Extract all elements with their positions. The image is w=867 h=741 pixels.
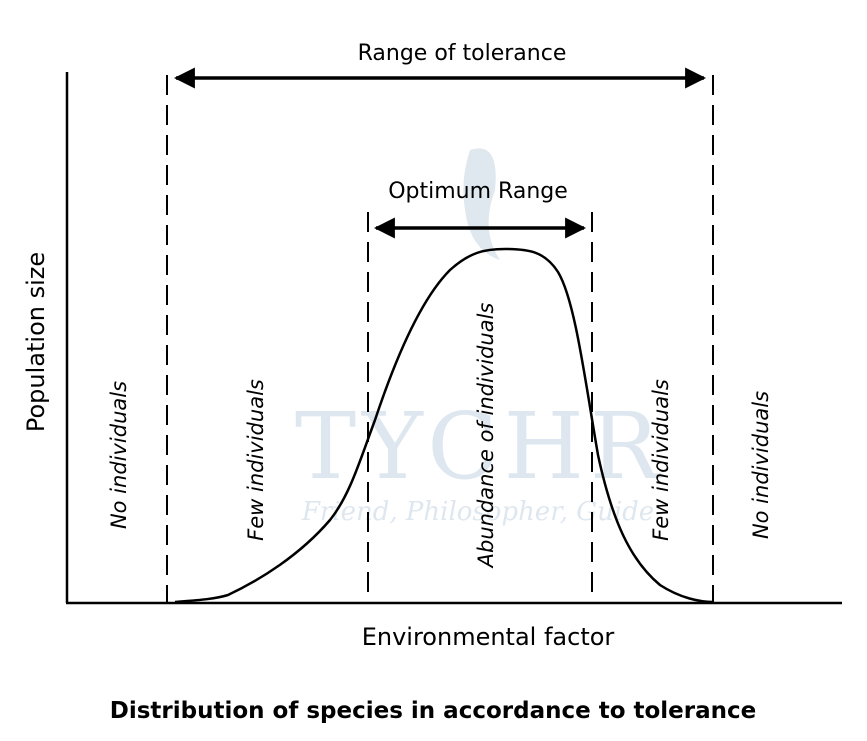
y-axis-label: Population size [22,252,50,432]
optimum-range-label: Optimum Range [388,179,568,204]
watermark-logo-icon [463,148,500,260]
watermark-title: TYCHR [295,393,665,500]
tolerance-range-label: Range of tolerance [358,41,567,66]
population-curve [174,247,714,604]
zone-label-abundance: Abundance of individuals [474,303,498,570]
watermark-tagline: Friend, Philosopher, Guide [301,497,654,527]
zone-label-no-individuals-left: No individuals [107,381,131,529]
x-axis-label: Environmental factor [362,623,615,651]
zone-label-few-individuals-right: Few individuals [649,379,673,541]
caption: Distribution of species in accordance to… [110,698,757,724]
zone-label-few-individuals-left: Few individuals [244,379,268,541]
watermark: TYCHR Friend, Philosopher, Guide [295,148,665,527]
zone-label-no-individuals-right: No individuals [749,391,773,539]
